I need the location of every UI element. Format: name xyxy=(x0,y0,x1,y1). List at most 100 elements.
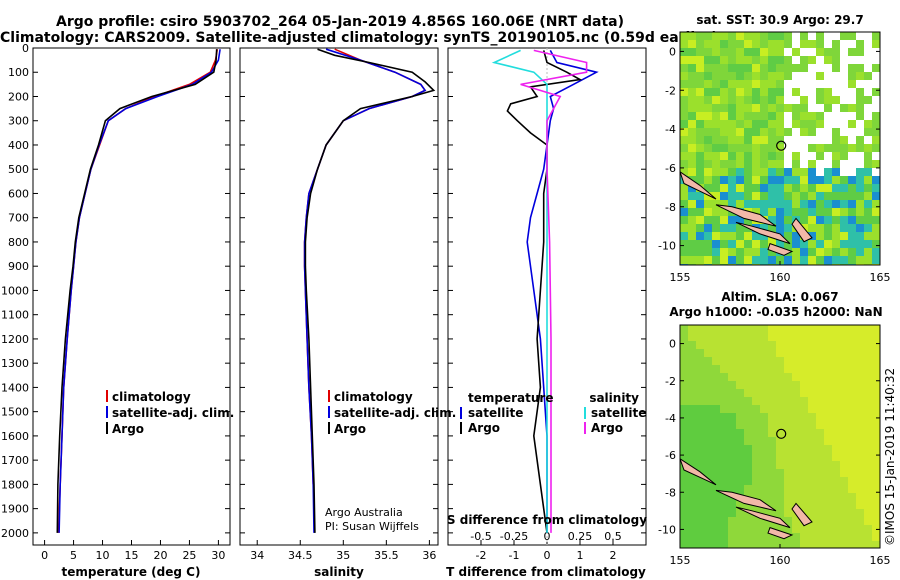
map-cell xyxy=(704,224,712,232)
map-cell xyxy=(744,72,752,80)
map-cell xyxy=(688,533,696,541)
map-cell xyxy=(736,248,744,256)
map-cell xyxy=(872,72,880,80)
map-cell xyxy=(856,96,864,104)
map-cell xyxy=(832,525,840,533)
map-cell xyxy=(824,541,832,548)
map-cell xyxy=(712,32,720,40)
map-cell xyxy=(696,341,704,349)
map-cell xyxy=(856,128,864,136)
map-cell xyxy=(872,32,880,40)
map-cell xyxy=(800,405,808,413)
map-cell xyxy=(856,112,864,120)
map-cell xyxy=(816,509,824,517)
map-cell xyxy=(808,381,816,389)
map-cell xyxy=(856,120,864,128)
map-cell xyxy=(728,421,736,429)
map-cell xyxy=(768,373,776,381)
map-cell xyxy=(872,64,880,72)
map-cell xyxy=(760,517,768,525)
map-cell xyxy=(808,168,816,176)
map-cell xyxy=(808,413,816,421)
map-cell xyxy=(840,72,848,80)
map-cell xyxy=(864,437,872,445)
map-cell xyxy=(776,389,784,397)
map-cell xyxy=(800,256,808,264)
map-cell xyxy=(728,64,736,72)
map-cell xyxy=(712,325,720,333)
map-cell xyxy=(728,144,736,152)
map-cell xyxy=(744,112,752,120)
map-cell xyxy=(728,389,736,397)
map-cell xyxy=(848,112,856,120)
map-cell xyxy=(840,80,848,88)
map-x-tick-label: 160 xyxy=(770,271,791,284)
legend-header-temperature: temperature xyxy=(468,391,553,405)
map-cell xyxy=(728,525,736,533)
map-cell xyxy=(784,445,792,453)
y-tick-label: 1500 xyxy=(1,406,29,419)
map-x-tick-label: 160 xyxy=(770,554,791,567)
map-cell xyxy=(744,413,752,421)
map-cell xyxy=(792,349,800,357)
map-cell xyxy=(696,64,704,72)
map-cell xyxy=(752,144,760,152)
map-cell xyxy=(792,232,800,240)
map-cell xyxy=(864,349,872,357)
map-cell xyxy=(824,160,832,168)
map-cell xyxy=(792,477,800,485)
map-cell xyxy=(816,136,824,144)
map-cell xyxy=(768,501,776,509)
map-cell xyxy=(864,232,872,240)
map-cell xyxy=(840,216,848,224)
map-cell xyxy=(680,48,688,56)
map-cell xyxy=(728,128,736,136)
map-cell xyxy=(768,208,776,216)
map-cell xyxy=(784,493,792,501)
map-cell xyxy=(864,461,872,469)
temperature-xlabel: temperature (deg C) xyxy=(62,565,201,579)
map-cell xyxy=(800,477,808,485)
map-cell xyxy=(872,541,880,548)
map-cell xyxy=(848,256,856,264)
map-cell xyxy=(704,176,712,184)
map-cell xyxy=(792,160,800,168)
map-cell xyxy=(832,501,840,509)
map-cell xyxy=(848,469,856,477)
map-cell xyxy=(760,120,768,128)
map-cell xyxy=(752,208,760,216)
y-tick-label: 400 xyxy=(8,139,29,152)
map-cell xyxy=(752,429,760,437)
map-cell xyxy=(760,112,768,120)
map-cell xyxy=(752,72,760,80)
map-cell xyxy=(744,373,752,381)
map-cell xyxy=(696,192,704,200)
map-cell xyxy=(696,453,704,461)
map-cell xyxy=(776,349,784,357)
map-cell xyxy=(720,421,728,429)
map-cell xyxy=(816,445,824,453)
map-cell xyxy=(720,397,728,405)
map-cell xyxy=(864,333,872,341)
map-cell xyxy=(824,333,832,341)
y-tick-label: 200 xyxy=(8,90,29,103)
map-cell xyxy=(864,160,872,168)
map-cell xyxy=(800,72,808,80)
map-cell xyxy=(680,453,688,461)
map-cell xyxy=(872,232,880,240)
map-cell xyxy=(784,224,792,232)
map-cell xyxy=(864,533,872,541)
map-cell xyxy=(792,48,800,56)
map-cell xyxy=(760,32,768,40)
legend-swatch-t-satellite xyxy=(460,407,462,419)
map-cell xyxy=(776,48,784,56)
map-cell xyxy=(856,248,864,256)
map-cell xyxy=(736,64,744,72)
map-cell xyxy=(768,453,776,461)
map-cell xyxy=(840,509,848,517)
map-cell xyxy=(768,160,776,168)
map-cell xyxy=(792,413,800,421)
map-cell xyxy=(768,357,776,365)
map-cell xyxy=(872,160,880,168)
map-cell xyxy=(776,184,784,192)
